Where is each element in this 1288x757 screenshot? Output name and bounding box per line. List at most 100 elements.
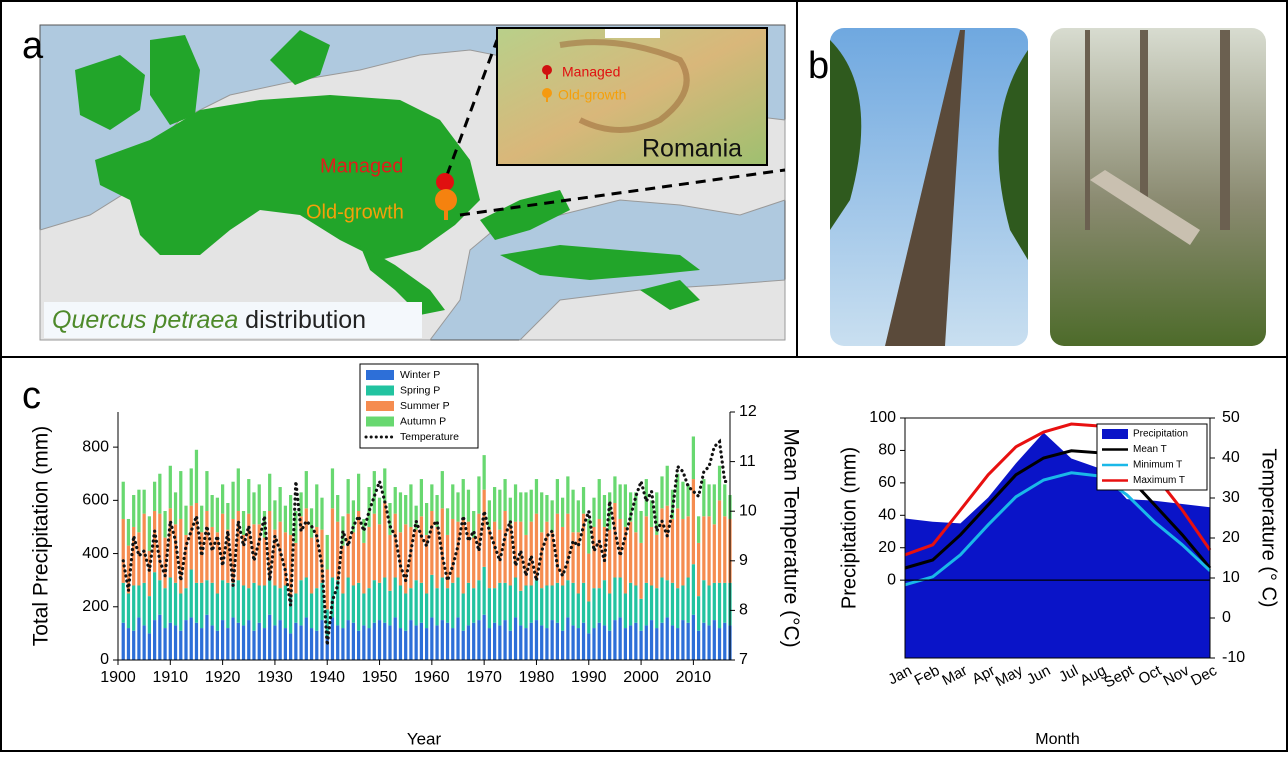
y2-tick-label: 11	[739, 453, 756, 470]
bar	[681, 482, 684, 519]
bar	[629, 522, 632, 583]
bar	[190, 570, 193, 618]
bar	[268, 474, 271, 511]
bar	[483, 567, 486, 615]
bar	[462, 479, 465, 519]
bar	[425, 503, 428, 535]
bar	[483, 455, 486, 490]
map-label: Managed	[320, 155, 403, 177]
bar	[237, 468, 240, 511]
bar	[132, 585, 135, 630]
bar	[587, 519, 590, 554]
bar	[556, 514, 559, 583]
bar	[341, 628, 344, 660]
bar	[561, 585, 564, 630]
bar	[634, 585, 637, 622]
bar	[676, 588, 679, 628]
y-axis-title: Precipitation (mm)	[838, 447, 860, 609]
bar	[571, 583, 574, 626]
x-tick-label: Dec	[1188, 662, 1220, 690]
bar	[404, 524, 407, 593]
bar	[451, 583, 454, 628]
y2-tick-label: 10	[739, 502, 757, 519]
bar	[237, 580, 240, 623]
bar	[347, 479, 350, 514]
bar	[388, 535, 391, 591]
legend-label: Precipitation	[1133, 429, 1188, 440]
bar	[284, 532, 287, 585]
bar	[195, 583, 198, 623]
legend-swatch	[366, 370, 394, 380]
bar	[430, 617, 433, 660]
y-tick-label: 20	[878, 539, 896, 556]
bar	[624, 628, 627, 660]
bar	[530, 522, 533, 586]
legend-swatch	[366, 401, 394, 411]
bar	[666, 580, 669, 617]
bar	[237, 623, 240, 660]
species-name: Quercus petraea	[52, 306, 238, 334]
bar	[399, 532, 402, 585]
bar	[347, 578, 350, 621]
bar	[211, 625, 214, 660]
bar	[592, 628, 595, 660]
bar	[174, 583, 177, 626]
bar	[409, 484, 412, 527]
bar	[514, 578, 517, 618]
bar	[326, 636, 329, 660]
bar	[571, 625, 574, 660]
bar	[305, 578, 308, 618]
bar	[451, 628, 454, 660]
bar	[399, 492, 402, 532]
bar	[524, 628, 527, 660]
bar	[660, 578, 663, 623]
bar	[660, 508, 663, 577]
bar	[697, 516, 700, 543]
bar	[205, 615, 208, 660]
bar	[707, 625, 710, 660]
bar	[598, 479, 601, 519]
bar	[530, 585, 533, 622]
bar	[127, 628, 130, 660]
bar	[273, 625, 276, 660]
bar	[195, 450, 198, 503]
bar	[383, 503, 386, 578]
bar	[247, 514, 250, 589]
bar	[540, 492, 543, 532]
bar	[462, 631, 465, 660]
legend-swatch	[366, 386, 394, 396]
y2-tick-label: 7	[739, 651, 748, 668]
bar	[195, 623, 198, 660]
bar	[681, 585, 684, 620]
bar	[660, 623, 663, 660]
bar	[279, 620, 282, 660]
bar	[566, 580, 569, 617]
x-tick-label: Jan	[885, 662, 914, 688]
bar	[498, 490, 501, 530]
bar	[692, 436, 695, 479]
bar	[619, 578, 622, 618]
x-tick-label: 1980	[519, 669, 555, 686]
bar	[619, 484, 622, 519]
bar	[179, 593, 182, 630]
x-tick-label: Feb	[912, 662, 943, 689]
legend-label: Minimum T	[1133, 460, 1182, 471]
bar	[373, 623, 376, 660]
bar	[587, 554, 590, 602]
bar	[561, 631, 564, 660]
x-tick-label: 1920	[205, 669, 241, 686]
bar	[420, 623, 423, 660]
bar	[252, 631, 255, 660]
x-tick-label: Jun	[1024, 662, 1053, 688]
bar	[163, 538, 166, 589]
bar	[273, 585, 276, 625]
bar	[226, 503, 229, 530]
bar	[294, 543, 297, 594]
bar	[231, 583, 234, 618]
bar	[388, 591, 391, 626]
bar	[137, 532, 140, 585]
bar	[551, 500, 554, 532]
bar	[566, 514, 569, 581]
bar	[477, 620, 480, 660]
bar	[624, 484, 627, 527]
